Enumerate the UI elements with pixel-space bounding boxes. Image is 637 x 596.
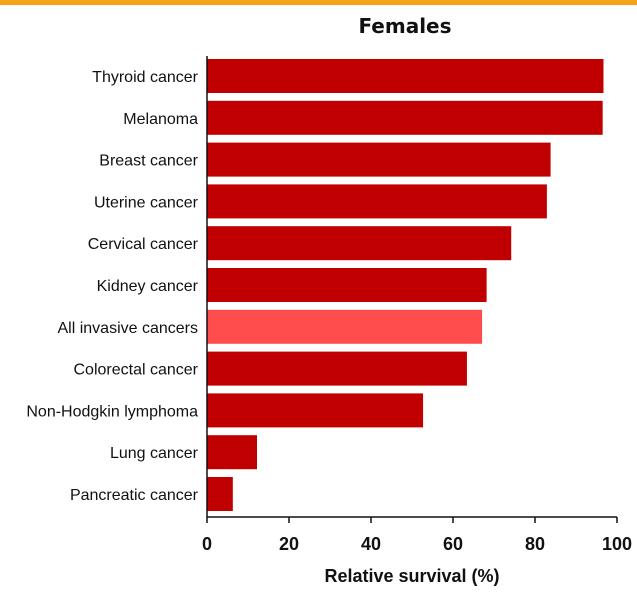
category-label-breast-cancer: Breast cancer: [99, 153, 198, 170]
category-label-uterine-cancer: Uterine cancer: [94, 194, 199, 211]
x-tick-label-20: 20: [279, 534, 299, 554]
category-label-thyroid-cancer: Thyroid cancer: [92, 69, 198, 86]
category-label-lung-cancer: Lung cancer: [110, 445, 199, 462]
category-label-kidney-cancer: Kidney cancer: [97, 278, 199, 295]
x-ticks-group: 0 20 40 60 80 100: [202, 517, 632, 554]
category-label-all-invasive-cancers: All invasive cancers: [58, 320, 199, 337]
bar-melanoma: [207, 100, 603, 135]
x-tick-label-0: 0: [202, 534, 212, 554]
bar-cervical-cancer: [207, 226, 512, 261]
bar-kidney-cancer: [207, 268, 487, 302]
category-label-non-hodgkin-lymphoma: Non-Hodgkin lymphoma: [26, 403, 198, 420]
top-rule: [0, 0, 637, 5]
bar-uterine-cancer: [207, 184, 547, 219]
bar-all-invasive-cancers: [207, 309, 483, 344]
x-tick-label-40: 40: [361, 534, 381, 554]
category-label-colorectal-cancer: Colorectal cancer: [74, 362, 199, 379]
x-tick-label-80: 80: [525, 534, 545, 554]
category-labels-group: Thyroid cancer Melanoma Breast cancer Uteri…: [26, 69, 198, 504]
bar-non-hodgkin-lymphoma: [207, 393, 424, 428]
bar-colorectal-cancer: [207, 351, 467, 386]
bar-thyroid-cancer: [207, 59, 604, 93]
bar-lung-cancer: [207, 435, 258, 470]
x-tick-label-60: 60: [443, 534, 463, 554]
x-tick-label-100: 100: [602, 534, 632, 554]
x-axis-label: Relative survival (%): [324, 566, 499, 586]
bar-breast-cancer: [207, 142, 551, 177]
bar-pancreatic-cancer: [207, 477, 233, 511]
category-label-melanoma: Melanoma: [123, 111, 198, 128]
category-label-cervical-cancer: Cervical cancer: [88, 236, 199, 253]
bars-group: [207, 59, 604, 511]
category-label-pancreatic-cancer: Pancreatic cancer: [70, 487, 199, 504]
chart-title: Females: [358, 14, 452, 38]
